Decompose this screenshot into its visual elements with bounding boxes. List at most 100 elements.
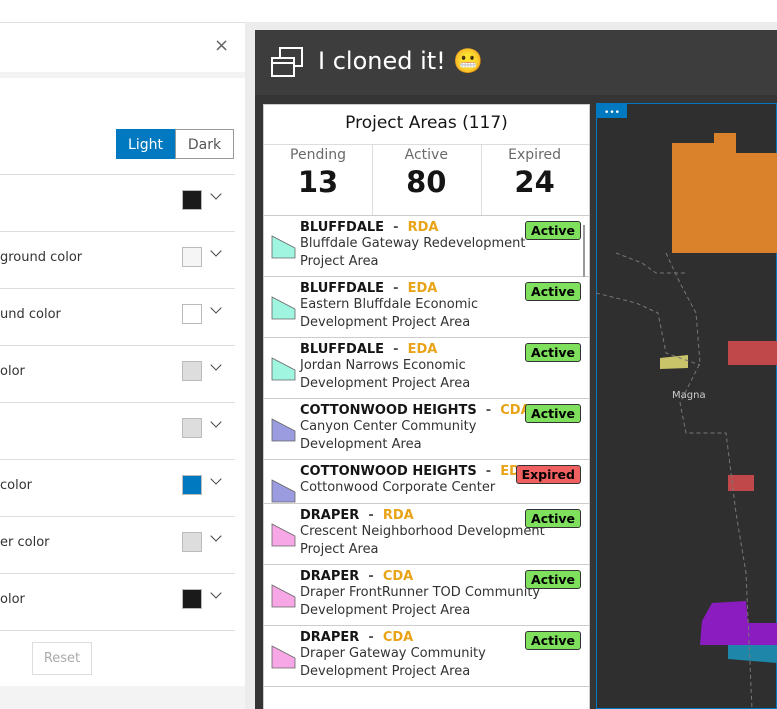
project-list: Project Areas (117) Pending 13 Active 80 Expi…	[263, 104, 590, 709]
area-symbol	[271, 645, 296, 669]
status-badge: Active	[525, 570, 581, 589]
project-item[interactable]: BLUFFDALE - EDA Jordan Narrows Economic D…	[264, 338, 589, 399]
area-symbol-shape	[271, 418, 296, 442]
area-symbol-shape	[271, 235, 296, 259]
reset-button[interactable]: Reset	[32, 642, 92, 675]
project-item[interactable]: COTTONWOOD HEIGHTS - EDACottonwood Corpo…	[264, 460, 589, 504]
item-name: Bluffdale Gateway Redevelopment Project …	[300, 236, 526, 269]
status-badge: Active	[525, 509, 581, 528]
map-boundary	[665, 252, 753, 709]
item-separator: -	[393, 281, 399, 296]
area-symbol	[271, 523, 296, 547]
theme-toggle[interactable]: Light	[116, 129, 175, 159]
item-type: CDA	[500, 403, 531, 418]
row-divider	[0, 288, 235, 289]
item-name: Canyon Center Community Development Area	[300, 419, 477, 452]
stats-divider	[264, 215, 589, 216]
panel-header-divider	[0, 72, 245, 78]
item-heading: COTTONWOOD HEIGHTS - EDA	[300, 464, 530, 479]
item-separator: -	[368, 569, 374, 584]
item-type: EDA	[407, 342, 438, 357]
item-name: Crescent Neighborhood Development Projec…	[300, 524, 545, 557]
color-swatch[interactable]	[182, 247, 202, 267]
item-heading: BLUFFDALE - RDA	[300, 220, 520, 235]
map-feature	[728, 475, 754, 491]
color-swatch[interactable]	[182, 532, 202, 552]
item-name: Draper Gateway Community Development Pro…	[300, 646, 486, 679]
project-item[interactable]: COTTONWOOD HEIGHTS - CDA Canyon Center Co…	[264, 399, 589, 460]
map-boundary	[615, 252, 686, 274]
row-divider	[0, 630, 235, 631]
color-swatch[interactable]	[182, 304, 202, 324]
area-symbol	[271, 479, 296, 503]
color-row-label: ground color	[0, 250, 83, 265]
list-scrollbar	[583, 225, 585, 277]
map-menu-bg	[597, 104, 627, 118]
row-divider	[0, 516, 235, 517]
close-button[interactable]: ×	[214, 35, 230, 56]
area-symbol-shape	[271, 296, 296, 320]
status-badge: Expired	[515, 465, 581, 484]
area-symbol	[271, 418, 296, 442]
item-heading: BLUFFDALE - EDA	[300, 342, 520, 357]
stat-divider	[372, 145, 374, 215]
item-type: CDA	[382, 569, 414, 584]
map-feature	[672, 133, 777, 253]
color-swatch[interactable]	[182, 475, 202, 495]
color-swatch[interactable]	[182, 589, 202, 609]
row-divider	[0, 174, 235, 175]
area-symbol-shape	[271, 523, 296, 547]
row-divider	[0, 345, 235, 346]
color-swatch[interactable]	[182, 190, 202, 210]
color-row-label: und color	[0, 307, 61, 322]
item-heading: BLUFFDALE - EDA	[300, 281, 520, 296]
app-icon	[271, 47, 303, 77]
map-feature	[700, 601, 777, 645]
item-name: Jordan Narrows Economic Development Proj…	[300, 358, 471, 391]
project-item[interactable]: BLUFFDALE - EDA Eastern Bluffdale Economi…	[264, 277, 589, 338]
item-separator: -	[485, 403, 492, 418]
project-item[interactable]: DRAPER - CDA Draper FrontRunner TOD Commu…	[264, 565, 589, 626]
area-symbol	[271, 584, 296, 608]
item-name: Draper FrontRunner TOD Community Develop…	[300, 585, 541, 618]
area-symbol-shape	[271, 584, 296, 608]
stat-divider	[480, 145, 482, 215]
map-menu: •••	[604, 108, 620, 118]
stat-value: 13	[297, 165, 339, 199]
status-badge: Active	[525, 343, 581, 362]
item-separator: -	[485, 464, 492, 479]
item-heading: COTTONWOOD HEIGHTS - CDA	[300, 403, 531, 418]
app-header: I cloned it! 😬	[255, 30, 777, 95]
color-row-label: olor	[0, 364, 25, 379]
color-swatch[interactable]	[182, 418, 202, 438]
item-type: RDA	[407, 220, 439, 235]
item-separator: -	[368, 508, 374, 523]
item-name: Cottonwood Corporate Center	[300, 480, 496, 495]
item-city: DRAPER	[300, 630, 360, 645]
item-type: CDA	[382, 630, 414, 645]
project-item[interactable]: DRAPER - CDA Draper Gateway Community Dev…	[264, 626, 589, 687]
area-symbol-shape	[271, 645, 296, 669]
theme-toggle[interactable]: Dark	[175, 129, 234, 159]
item-type: RDA	[382, 508, 414, 523]
project-item[interactable]: BLUFFDALE - RDA Bluffdale Gateway Redevel…	[264, 216, 589, 277]
list-title-divider	[264, 144, 589, 145]
row-divider	[0, 231, 235, 232]
app-title: I cloned it! 😬	[318, 47, 484, 75]
area-symbol	[271, 296, 296, 320]
stat-label: Active	[404, 147, 448, 163]
list-title: Project Areas (117)	[345, 113, 508, 133]
row-divider	[0, 573, 235, 574]
item-heading: DRAPER - RDA	[300, 508, 520, 523]
color-row-label: olor	[0, 592, 25, 607]
color-row-label: color	[0, 478, 33, 493]
row-divider	[0, 459, 235, 460]
item-separator: -	[368, 630, 374, 645]
status-badge: Active	[525, 404, 581, 423]
project-item[interactable]: DRAPER - RDA Crescent Neighborhood Develo…	[264, 504, 589, 565]
color-row-label: er color	[0, 535, 50, 550]
item-heading: DRAPER - CDA	[300, 630, 520, 645]
item-heading: DRAPER - CDA	[300, 569, 520, 584]
item-city: DRAPER	[300, 508, 360, 523]
color-swatch[interactable]	[182, 361, 202, 381]
